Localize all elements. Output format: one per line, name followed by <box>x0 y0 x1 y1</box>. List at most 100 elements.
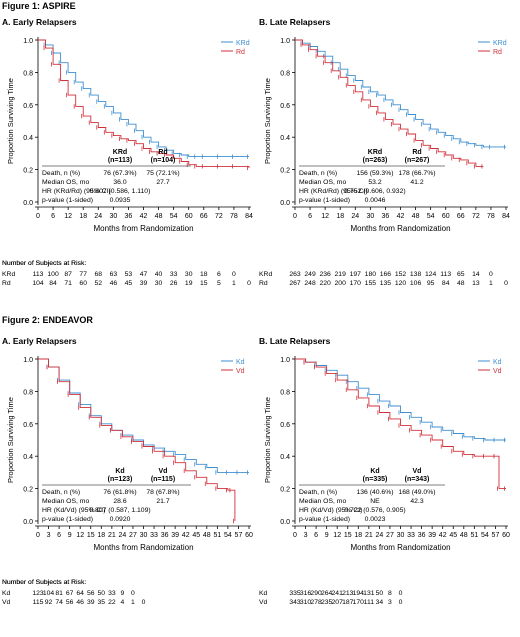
x-tick-label: 36 <box>382 213 390 220</box>
x-tick-label: 0 <box>293 213 297 220</box>
x-tick-label: 48 <box>412 213 420 220</box>
risk-value: 0 <box>489 271 493 278</box>
x-tick-label: 6 <box>314 532 318 539</box>
series-line-krd <box>295 39 506 148</box>
risk-value: 113 <box>33 271 44 278</box>
stats-header-n: (n=335) <box>363 476 388 483</box>
risk-value: 87 <box>64 271 72 278</box>
stats-row-label: Death, n (%) <box>299 489 337 496</box>
y-axis-label: Proportion Surviving Time <box>263 397 272 483</box>
risk-value: 68 <box>95 271 103 278</box>
stats-header-n: (n=115) <box>151 476 175 483</box>
risk-value: 120 <box>395 280 407 287</box>
y-tick-label: 1.0 <box>23 38 33 45</box>
risk-value: 67 <box>66 590 74 597</box>
x-tick-label: 33 <box>150 532 158 539</box>
stats-header: Kd <box>370 468 379 475</box>
x-tick-label: 84 <box>502 213 510 220</box>
risk-value: 71 <box>64 280 72 287</box>
risk-value: 0 <box>399 599 403 606</box>
x-tick-label: 66 <box>200 213 208 220</box>
risk-value: 0 <box>232 271 236 278</box>
risk-value: 64 <box>76 590 84 597</box>
x-tick-label: 36 <box>125 213 133 220</box>
legend-label-vd: Vd <box>236 368 245 375</box>
x-axis-label: Months from Randomization <box>93 543 193 552</box>
risk-value: 0 <box>399 590 403 597</box>
risk-value: 131 <box>363 590 375 597</box>
stats-value: 0.807 (0.586, 1.110) <box>90 188 151 195</box>
stats-value: 21.7 <box>156 498 169 505</box>
figure-1-title: Figure 1: ASPIRE <box>2 1 76 11</box>
risk-value: 249 <box>304 271 316 278</box>
risk-row-label: Kd <box>259 590 268 597</box>
y-tick-label: 0.4 <box>280 135 290 142</box>
risk-value: 100 <box>47 271 59 278</box>
x-tick-label: 18 <box>336 213 344 220</box>
risk-value: 48 <box>457 280 465 287</box>
stats-row-label: Death, n (%) <box>299 170 337 177</box>
legend-label-krd: KRd <box>493 40 507 47</box>
stats-row-label: Median OS, mo <box>299 179 346 186</box>
risk-row-label: Rd <box>259 280 268 287</box>
stats-row-label: Median OS, mo <box>299 498 346 505</box>
risk-value: 213 <box>342 590 354 597</box>
risk-value: 18 <box>200 271 208 278</box>
x-tick-label: 57 <box>235 532 243 539</box>
panel-title: A. Early Relapsers <box>2 17 77 27</box>
y-tick-label: 0.2 <box>23 487 33 494</box>
risk-value: 135 <box>380 280 392 287</box>
x-tick-label: 24 <box>351 213 359 220</box>
risk-value: 267 <box>289 280 301 287</box>
risk-value: 111 <box>364 599 375 606</box>
risk-value: 34 <box>376 599 384 606</box>
stats-header: Kd <box>115 468 124 475</box>
x-tick-label: 30 <box>366 213 374 220</box>
x-axis-label: Months from Randomization <box>350 543 450 552</box>
risk-value: 50 <box>98 590 106 597</box>
x-tick-label: 21 <box>365 532 373 539</box>
x-tick-label: 72 <box>472 213 480 220</box>
series-line-krd <box>38 39 249 158</box>
stats-header-n: (n=123) <box>108 476 133 483</box>
risk-value: 3 <box>388 599 392 606</box>
x-tick-label: 51 <box>213 532 221 539</box>
y-tick-label: 0.4 <box>23 454 33 461</box>
stats-value: 178 (66.7%) <box>398 170 435 177</box>
risk-value: 46 <box>76 599 84 606</box>
stats-value: 0.752 (0.606, 0.932) <box>344 188 405 195</box>
risk-value: 241 <box>332 590 344 597</box>
x-tick-label: 30 <box>140 532 148 539</box>
stats-value: 0.0023 <box>365 516 386 523</box>
x-tick-label: 24 <box>94 213 102 220</box>
risk-value: 1 <box>131 599 135 606</box>
risk-value: 74 <box>55 599 63 606</box>
x-tick-label: 6 <box>57 532 61 539</box>
risk-value: 207 <box>332 599 344 606</box>
y-tick-label: 0.2 <box>23 168 33 175</box>
panel-title: A. Early Relapsers <box>2 336 77 346</box>
x-tick-label: 21 <box>108 532 116 539</box>
x-tick-label: 45 <box>192 532 200 539</box>
risk-row-label: Kd <box>2 590 11 597</box>
stats-value: 136 (40.6%) <box>356 489 393 496</box>
x-tick-label: 45 <box>449 532 457 539</box>
y-axis-label: Proportion Surviving Time <box>6 78 15 164</box>
x-tick-label: 48 <box>203 532 211 539</box>
risk-value: 9 <box>121 590 125 597</box>
risk-value: 115 <box>33 599 44 606</box>
legend-label-rd: Rd <box>493 49 502 56</box>
y-tick-label: 0.0 <box>280 519 290 526</box>
legend-label-krd: KRd <box>236 40 250 47</box>
risk-value: 220 <box>319 280 331 287</box>
risk-value: 0 <box>131 590 135 597</box>
risk-value: 335 <box>289 590 301 597</box>
x-tick-label: 18 <box>354 532 362 539</box>
risk-value: 123 <box>32 590 44 597</box>
risk-value: 310 <box>300 599 312 606</box>
risk-value: 46 <box>110 280 118 287</box>
risk-table-title: Number of Subjects at Risk: <box>2 260 86 267</box>
risk-value: 170 <box>353 599 365 606</box>
x-tick-label: 12 <box>76 532 84 539</box>
risk-value: 26 <box>170 280 178 287</box>
